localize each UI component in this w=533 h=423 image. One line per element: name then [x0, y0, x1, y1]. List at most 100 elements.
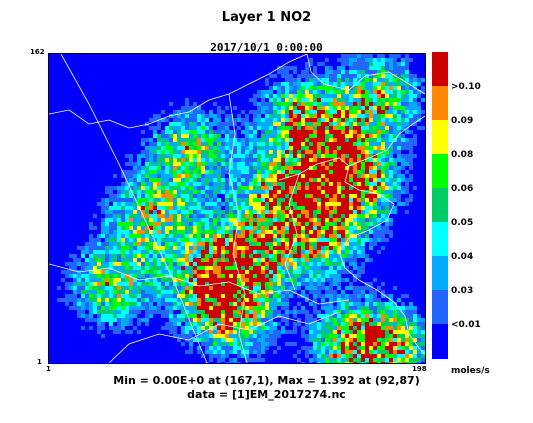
grid-cell — [133, 314, 137, 318]
grid-cell — [313, 342, 317, 346]
grid-cell — [277, 226, 281, 230]
grid-cell — [165, 198, 169, 202]
grid-cell — [253, 134, 257, 138]
grid-cell — [341, 246, 345, 250]
grid-cell — [309, 178, 313, 182]
grid-cell — [341, 314, 345, 318]
grid-cell — [365, 294, 369, 298]
grid-cell — [381, 58, 385, 62]
grid-cell — [393, 206, 397, 210]
grid-cell — [325, 314, 329, 318]
grid-cell — [241, 266, 245, 270]
grid-cell — [193, 214, 197, 218]
grid-cell — [225, 270, 229, 274]
grid-cell — [269, 258, 273, 262]
grid-cell — [149, 198, 153, 202]
grid-cell — [121, 218, 125, 222]
grid-cell — [177, 234, 181, 238]
grid-cell — [165, 174, 169, 178]
grid-cell — [157, 198, 161, 202]
grid-cell — [65, 298, 69, 302]
grid-cell — [165, 194, 169, 198]
grid-cell — [293, 138, 297, 142]
grid-cell — [325, 74, 329, 78]
grid-cell — [361, 58, 365, 62]
grid-cell — [245, 162, 249, 166]
grid-cell — [217, 182, 221, 186]
grid-cell — [357, 294, 361, 298]
grid-cell — [193, 282, 197, 286]
grid-cell — [389, 294, 393, 298]
grid-cell — [177, 266, 181, 270]
grid-cell — [189, 298, 193, 302]
grid-cell — [173, 246, 177, 250]
grid-cell — [161, 230, 165, 234]
grid-cell — [381, 326, 385, 330]
grid-cell — [385, 94, 389, 98]
grid-cell — [205, 258, 209, 262]
grid-cell — [297, 166, 301, 170]
grid-cell — [389, 350, 393, 354]
grid-cell — [249, 110, 253, 114]
grid-cell — [313, 282, 317, 286]
grid-cell — [193, 330, 197, 334]
grid-cell — [69, 282, 73, 286]
grid-cell — [105, 274, 109, 278]
grid-cell — [129, 222, 133, 226]
grid-cell — [177, 206, 181, 210]
grid-cell — [89, 302, 93, 306]
grid-cell — [177, 138, 181, 142]
grid-cell — [217, 110, 221, 114]
grid-cell — [169, 254, 173, 258]
grid-cell — [149, 234, 153, 238]
grid-cell — [277, 234, 281, 238]
legend-swatch — [432, 52, 448, 87]
grid-cell — [177, 294, 181, 298]
grid-cell — [317, 218, 321, 222]
grid-cell — [353, 106, 357, 110]
grid-cell — [161, 190, 165, 194]
grid-cell — [101, 234, 105, 238]
grid-cell — [273, 146, 277, 150]
grid-cell — [133, 174, 137, 178]
grid-cell — [181, 258, 185, 262]
grid-cell — [265, 338, 269, 342]
grid-cell — [161, 194, 165, 198]
grid-cell — [217, 118, 221, 122]
grid-cell — [233, 318, 237, 322]
grid-cell — [101, 230, 105, 234]
grid-cell — [373, 290, 377, 294]
grid-cell — [245, 294, 249, 298]
grid-cell — [329, 174, 333, 178]
grid-cell — [357, 342, 361, 346]
grid-cell — [189, 146, 193, 150]
grid-cell — [189, 142, 193, 146]
grid-cell — [381, 186, 385, 190]
grid-cell — [325, 266, 329, 270]
grid-cell — [209, 110, 213, 114]
grid-cell — [265, 118, 269, 122]
grid-cell — [225, 246, 229, 250]
grid-cell — [401, 62, 405, 66]
grid-cell — [377, 354, 381, 358]
grid-cell — [185, 254, 189, 258]
grid-cell — [377, 210, 381, 214]
grid-cell — [173, 250, 177, 254]
grid-cell — [305, 278, 309, 282]
grid-cell — [81, 274, 85, 278]
grid-cell — [181, 298, 185, 302]
grid-cell — [353, 190, 357, 194]
grid-cell — [377, 122, 381, 126]
grid-cell — [325, 222, 329, 226]
grid-cell — [145, 162, 149, 166]
grid-cell — [157, 150, 161, 154]
grid-cell — [225, 346, 229, 350]
grid-cell — [357, 266, 361, 270]
grid-cell — [269, 126, 273, 130]
grid-cell — [225, 162, 229, 166]
grid-cell — [313, 166, 317, 170]
grid-cell — [277, 310, 281, 314]
grid-cell — [297, 318, 301, 322]
grid-cell — [213, 338, 217, 342]
grid-cell — [333, 82, 337, 86]
